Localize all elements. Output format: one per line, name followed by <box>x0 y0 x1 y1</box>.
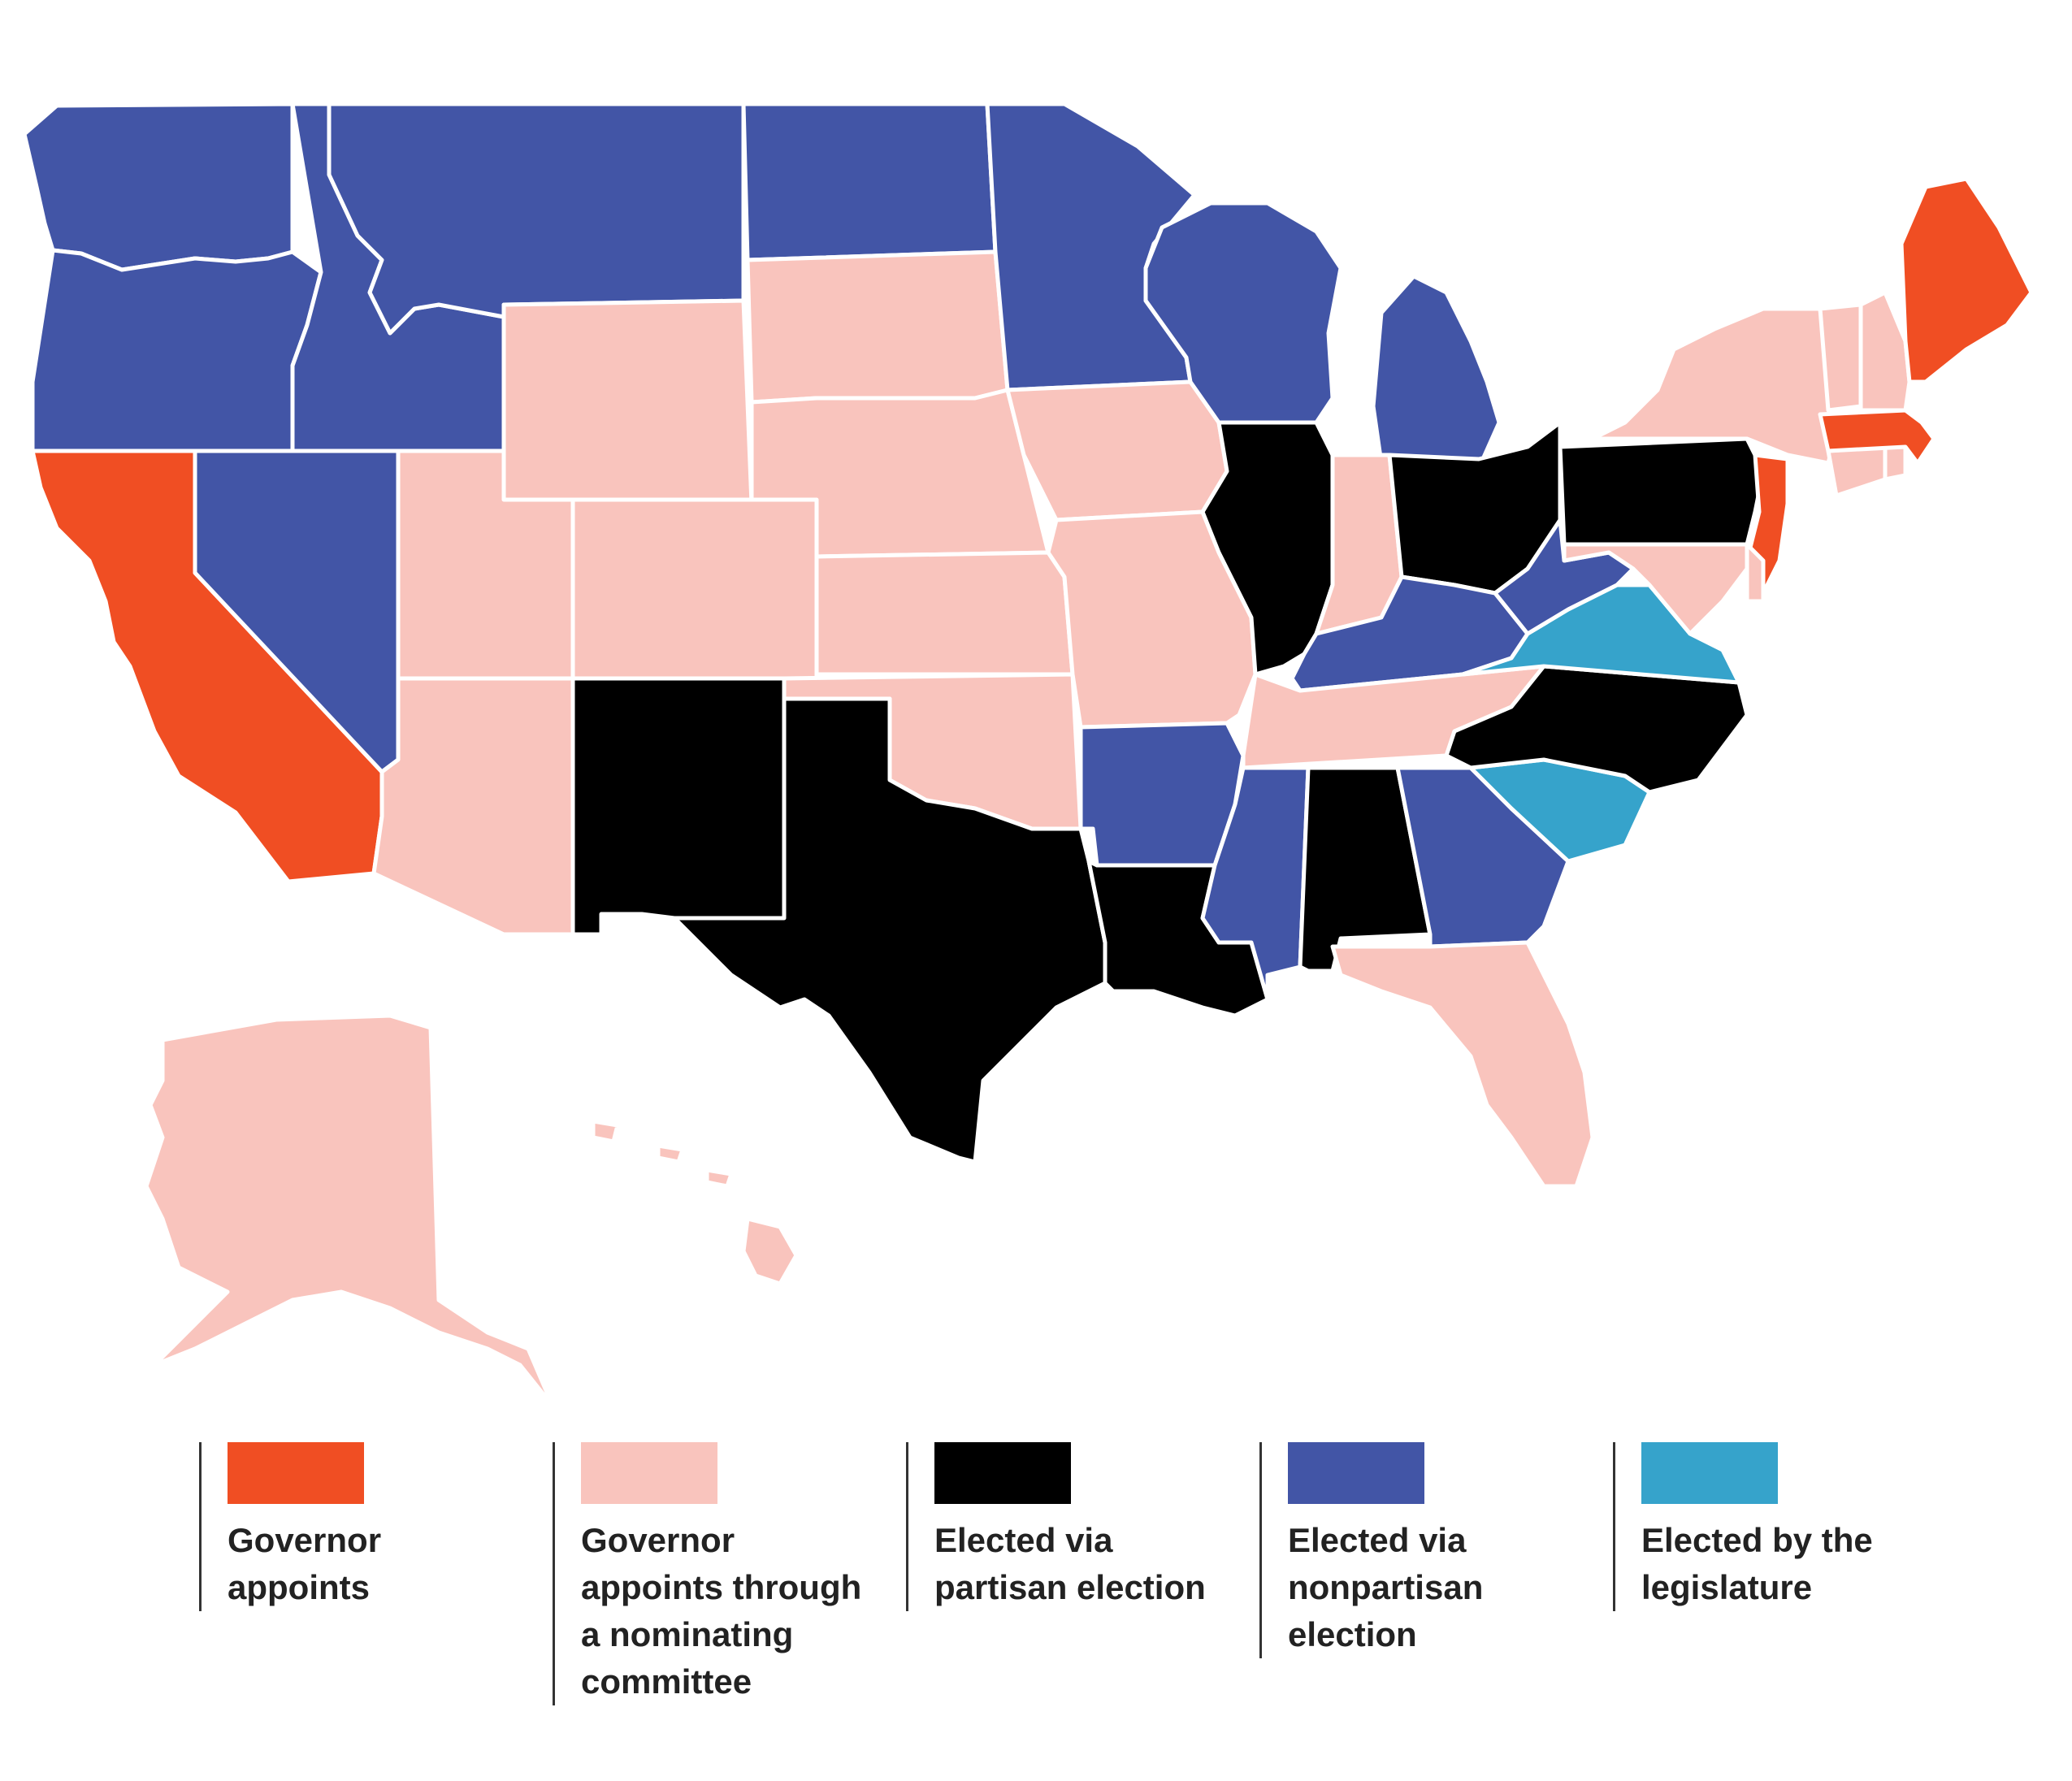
legend-label: Elected by the legislature <box>1641 1521 1873 1606</box>
state-delaware <box>1745 542 1766 604</box>
state-alaska <box>144 1013 555 1408</box>
state-colorado <box>570 497 819 681</box>
state-oregon <box>30 248 323 453</box>
legend-swatch <box>1288 1442 1424 1504</box>
legend-label: Elected via partisan election <box>934 1521 1206 1606</box>
state-vermont <box>1818 302 1863 413</box>
state-new-york <box>1590 306 1839 466</box>
legend-item-partisan: Elected via partisan election <box>906 1442 1223 1611</box>
state-new-mexico <box>570 676 787 937</box>
state-pennsylvania <box>1558 436 1766 547</box>
legend-swatch <box>581 1442 717 1504</box>
state-connecticut <box>1826 444 1888 498</box>
state-maine <box>1899 176 2034 384</box>
legend-item-gov-nominating: Governor appoints through a nominating c… <box>553 1442 869 1705</box>
state-nebraska <box>749 388 1051 559</box>
state-arizona <box>371 676 575 937</box>
legend: Governor appoints Governor appoints throu… <box>0 1442 2072 1767</box>
legend-item-legislature: Elected by the legislature <box>1613 1442 1930 1611</box>
legend-label: Governor appoints <box>228 1521 382 1606</box>
state-washington <box>22 102 295 272</box>
state-south-dakota <box>745 249 1010 405</box>
legend-swatch <box>934 1442 1071 1504</box>
legend-label: Governor appoints through a nominating c… <box>581 1521 862 1701</box>
state-missouri <box>1046 509 1258 730</box>
legend-swatch <box>228 1442 364 1504</box>
state-hawaii <box>591 1119 799 1286</box>
state-arkansas <box>1078 721 1246 868</box>
state-kansas <box>814 550 1075 677</box>
us-map <box>22 102 2034 1408</box>
us-map-svg <box>22 102 2034 1408</box>
state-massachusetts <box>1818 408 1936 466</box>
state-north-dakota <box>741 102 998 262</box>
legend-item-nonpartisan: Elected via nonpartisan election <box>1259 1442 1576 1658</box>
state-florida <box>1330 940 1595 1189</box>
legend-swatch <box>1641 1442 1778 1504</box>
state-iowa <box>1005 379 1229 522</box>
state-wyoming <box>501 298 754 506</box>
legend-label: Elected via nonpartisan election <box>1288 1521 1484 1653</box>
state-michigan <box>1371 274 1502 466</box>
state-montana <box>327 102 746 336</box>
states-layer <box>22 102 2034 1408</box>
legend-item-gov-appoints: Governor appoints <box>199 1442 516 1611</box>
state-rhode-island <box>1883 444 1908 482</box>
state-texas <box>672 696 1108 1164</box>
state-north-carolina <box>1444 664 1749 795</box>
state-wisconsin <box>1143 201 1343 425</box>
